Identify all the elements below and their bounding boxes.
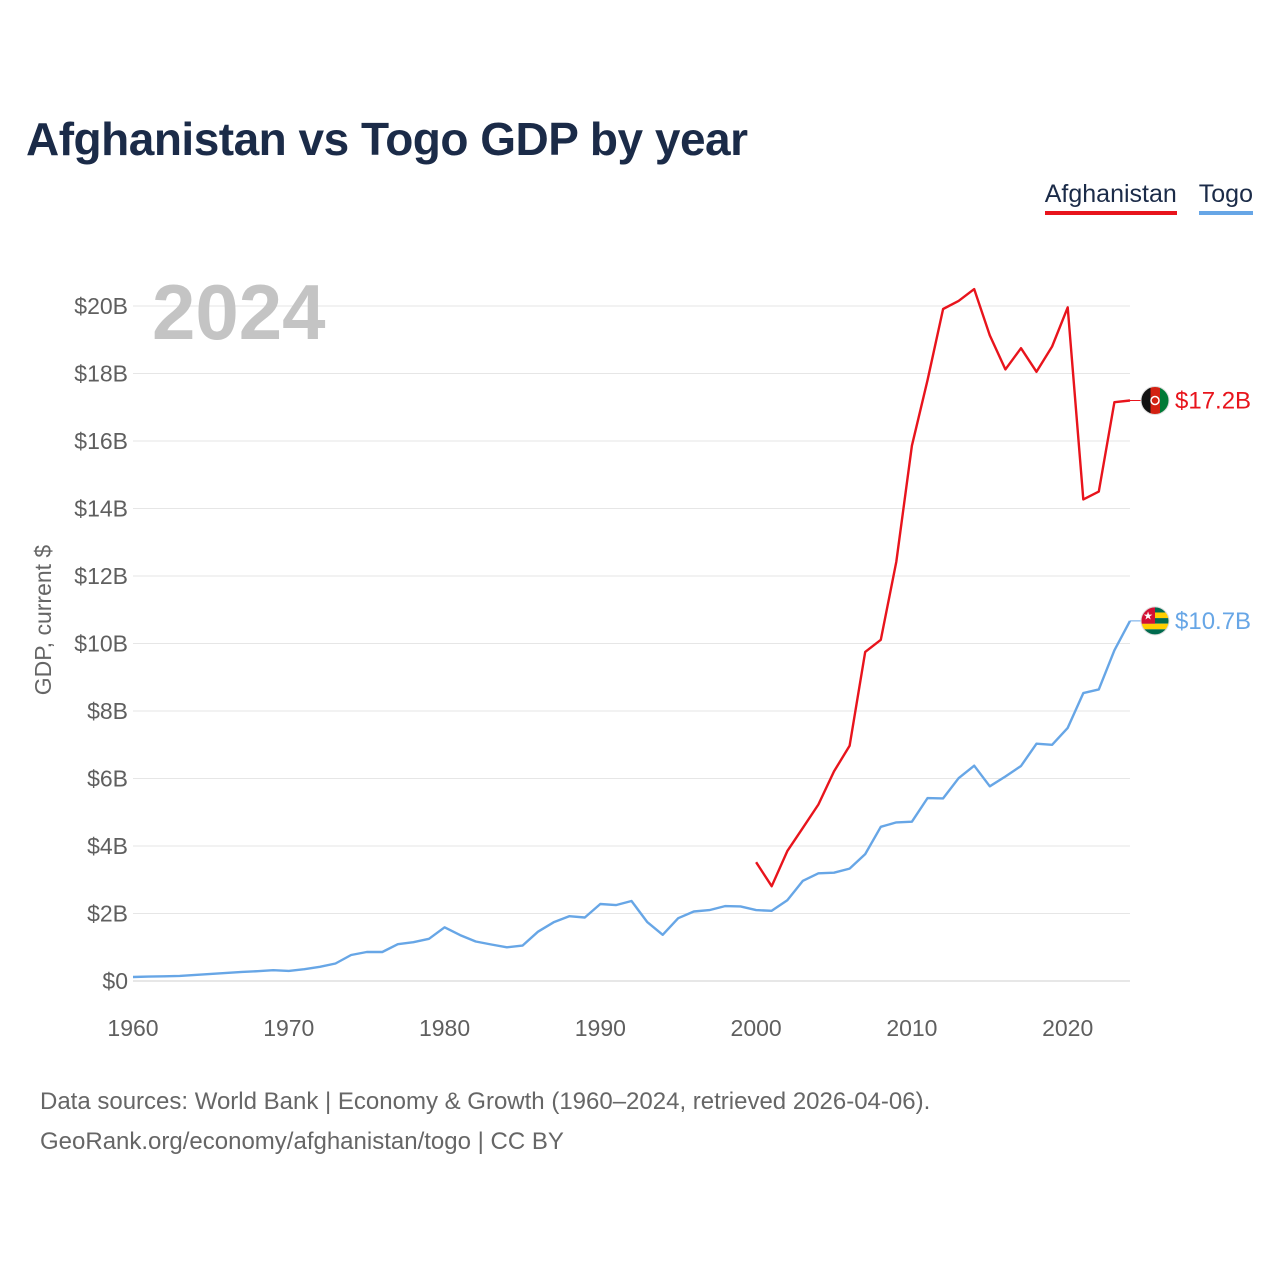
y-tick-label: $18B [74,361,128,387]
y-axis-ticks: $0 $2B $4B $6B $8B $10B $12B $14B $16B $18B $20B [74,293,128,994]
y-tick-label: $2B [87,901,128,927]
end-value-label-togo: $10.7B [1175,608,1251,635]
series-lines [132,287,1132,979]
year-label: 2024 [152,268,326,356]
togo-flag-icon: ★ [1140,606,1170,636]
x-tick-label: 2010 [886,1015,937,1041]
series-line-togo[interactable] [132,620,1132,979]
series-end-labels: $17.2B ★ $10.7B [1130,386,1251,636]
svg-text:★: ★ [1143,610,1153,622]
x-tick-label: 1980 [419,1015,470,1041]
source-url-license: GeoRank.org/economy/afghanistan/togo | C… [40,1128,564,1155]
x-tick-label: 1990 [575,1015,626,1041]
legend: Afghanistan Togo [1044,180,1253,215]
y-tick-label: $14B [74,496,128,522]
y-tick-label: $10B [74,631,128,657]
afghanistan-flag-icon [1140,386,1170,415]
y-tick-label: $16B [74,428,128,454]
y-tick-label: $12B [74,563,128,589]
footer: Data sources: World Bank | Economy & Gro… [40,1082,930,1162]
y-tick-label: $0 [102,968,128,994]
data-source-note: Data sources: World Bank | Economy & Gro… [40,1088,931,1115]
end-value-label-afghanistan: $17.2B [1175,388,1251,415]
y-tick-label: $6B [87,766,128,792]
series-line-afghanistan[interactable] [755,287,1131,888]
x-axis-ticks: 1960 1970 1980 1990 2000 2010 2020 [107,1015,1093,1041]
y-tick-label: $8B [87,698,128,724]
x-tick-label: 1970 [263,1015,314,1041]
y-axis-label: GDP, current $ [30,545,56,696]
y-tick-label: $20B [74,293,128,319]
chart-title: Afghanistan vs Togo GDP by year [26,113,748,165]
gridlines [133,305,1130,982]
x-tick-label: 2020 [1042,1015,1093,1041]
legend-item-togo[interactable]: Togo [1198,180,1253,215]
y-tick-label: $4B [87,833,128,859]
x-tick-label: 1960 [107,1015,158,1041]
legend-item-afghanistan[interactable]: Afghanistan [1044,180,1177,215]
x-tick-label: 2000 [731,1015,782,1041]
